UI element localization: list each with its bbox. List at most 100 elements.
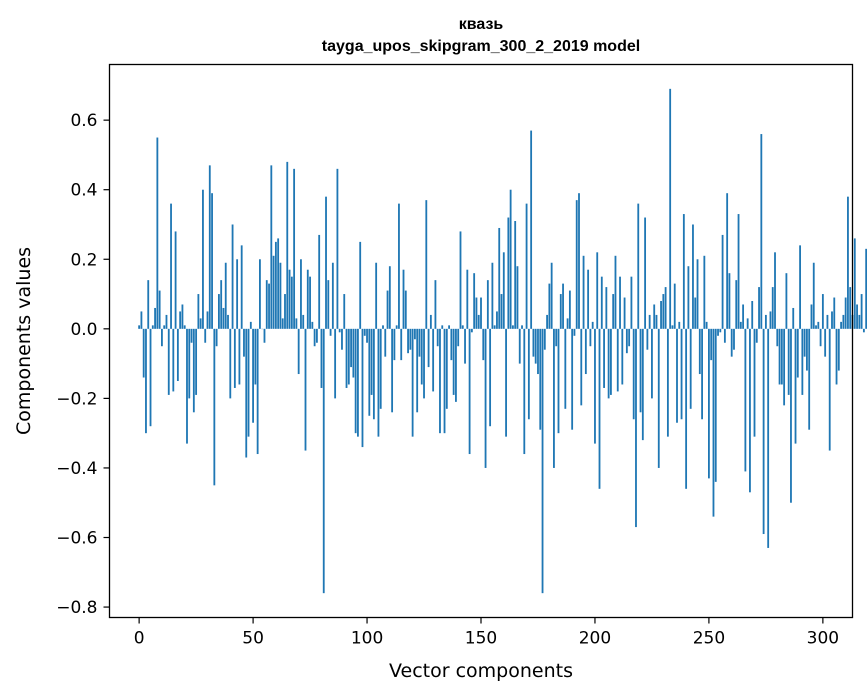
bar-component-67 bbox=[290, 276, 293, 329]
bar-component-97 bbox=[359, 241, 362, 329]
bar-component-32 bbox=[211, 193, 213, 329]
x-tick-label: 300 bbox=[807, 629, 839, 649]
bar-component-191 bbox=[573, 328, 576, 336]
bar-component-250 bbox=[708, 328, 710, 479]
bar-component-80 bbox=[320, 328, 323, 388]
bar-component-40 bbox=[229, 328, 232, 399]
bar-component-52 bbox=[256, 328, 259, 455]
bar-component-298 bbox=[817, 321, 820, 329]
bar-component-276 bbox=[767, 328, 770, 548]
bar-component-265 bbox=[742, 304, 745, 329]
bar-component-215 bbox=[628, 328, 631, 347]
bar-component-302 bbox=[826, 314, 829, 329]
bar-component-87 bbox=[336, 168, 339, 329]
bar-component-27 bbox=[199, 318, 202, 329]
bar-component-38 bbox=[224, 262, 227, 329]
bar-component-131 bbox=[436, 328, 439, 347]
bar-component-113 bbox=[395, 325, 398, 329]
bar-component-101 bbox=[368, 328, 371, 416]
bar-component-69 bbox=[295, 318, 298, 329]
x-tick-label: 250 bbox=[693, 629, 725, 649]
y-tick-label: 0.2 bbox=[70, 250, 97, 270]
bar-component-226 bbox=[653, 304, 656, 329]
bar-component-314 bbox=[853, 238, 856, 329]
bar-component-39 bbox=[227, 314, 229, 329]
bar-component-166 bbox=[516, 266, 519, 329]
bar-component-105 bbox=[377, 328, 380, 437]
bar-component-303 bbox=[828, 328, 831, 451]
bar-component-236 bbox=[676, 328, 678, 423]
bar-component-208 bbox=[612, 294, 615, 329]
bar-component-251 bbox=[710, 328, 713, 361]
bar-component-45 bbox=[240, 245, 243, 329]
bar-component-264 bbox=[739, 321, 742, 329]
bar-component-41 bbox=[231, 224, 234, 329]
bar-component-253 bbox=[714, 328, 717, 482]
bar-component-169 bbox=[523, 328, 526, 455]
bar-component-153 bbox=[486, 280, 489, 329]
bar-component-174 bbox=[534, 328, 537, 364]
bar-component-260 bbox=[730, 328, 733, 357]
bar-component-258 bbox=[726, 193, 729, 329]
bar-component-275 bbox=[764, 314, 767, 329]
bar-component-203 bbox=[600, 276, 603, 329]
bar-component-245 bbox=[696, 259, 699, 329]
bar-component-129 bbox=[432, 328, 435, 392]
bar-component-33 bbox=[213, 328, 216, 486]
bar-component-30 bbox=[206, 311, 209, 329]
bar-component-106 bbox=[379, 328, 382, 409]
bar-component-317 bbox=[860, 294, 863, 329]
chart-title-line-1: квазь bbox=[459, 16, 504, 33]
bar-component-64 bbox=[284, 294, 286, 329]
bar-component-144 bbox=[466, 269, 469, 329]
bar-component-269 bbox=[751, 301, 754, 329]
bar-component-55 bbox=[263, 328, 266, 343]
bar-component-48 bbox=[247, 328, 250, 437]
bar-component-29 bbox=[204, 328, 207, 343]
bar-component-3 bbox=[145, 328, 147, 434]
bar-component-165 bbox=[514, 221, 517, 329]
bar-component-133 bbox=[441, 325, 444, 329]
bar-component-0 bbox=[138, 325, 141, 329]
bar-component-21 bbox=[186, 328, 188, 444]
bar-component-158 bbox=[498, 227, 501, 329]
bar-component-24 bbox=[192, 328, 195, 413]
y-tick-label: −0.4 bbox=[56, 459, 97, 479]
bar-component-140 bbox=[457, 328, 460, 347]
bar-component-111 bbox=[391, 328, 394, 413]
bar-component-63 bbox=[281, 318, 284, 329]
bar-component-211 bbox=[619, 276, 621, 329]
bar-component-164 bbox=[512, 325, 514, 329]
bar-component-284 bbox=[785, 273, 788, 329]
bar-component-96 bbox=[357, 328, 359, 437]
bar-component-171 bbox=[527, 328, 530, 420]
bars-group bbox=[138, 88, 867, 594]
bar-component-202 bbox=[598, 328, 601, 489]
bar-component-235 bbox=[673, 283, 676, 329]
bar-component-232 bbox=[666, 328, 669, 437]
bar-component-110 bbox=[388, 266, 391, 329]
bar-component-294 bbox=[808, 328, 811, 430]
bar-component-76 bbox=[311, 321, 314, 329]
bar-component-271 bbox=[755, 328, 758, 343]
bar-component-254 bbox=[717, 328, 719, 336]
bar-component-282 bbox=[780, 328, 783, 385]
bar-component-297 bbox=[815, 325, 817, 329]
bar-component-207 bbox=[610, 328, 612, 395]
bar-component-222 bbox=[644, 217, 647, 329]
bar-component-34 bbox=[215, 328, 218, 347]
bar-component-192 bbox=[575, 200, 578, 329]
bar-component-68 bbox=[293, 168, 296, 329]
bar-component-261 bbox=[733, 328, 735, 350]
bar-component-8 bbox=[156, 137, 159, 329]
bar-component-132 bbox=[439, 328, 441, 434]
bar-component-266 bbox=[744, 328, 747, 472]
bar-component-11 bbox=[163, 325, 166, 329]
bar-component-155 bbox=[491, 262, 494, 329]
bar-component-184 bbox=[557, 328, 560, 434]
bar-component-242 bbox=[689, 328, 692, 409]
bar-component-50 bbox=[252, 328, 254, 423]
x-tick-label: 150 bbox=[465, 629, 497, 649]
bar-component-189 bbox=[568, 290, 571, 329]
bar-component-272 bbox=[758, 287, 760, 329]
